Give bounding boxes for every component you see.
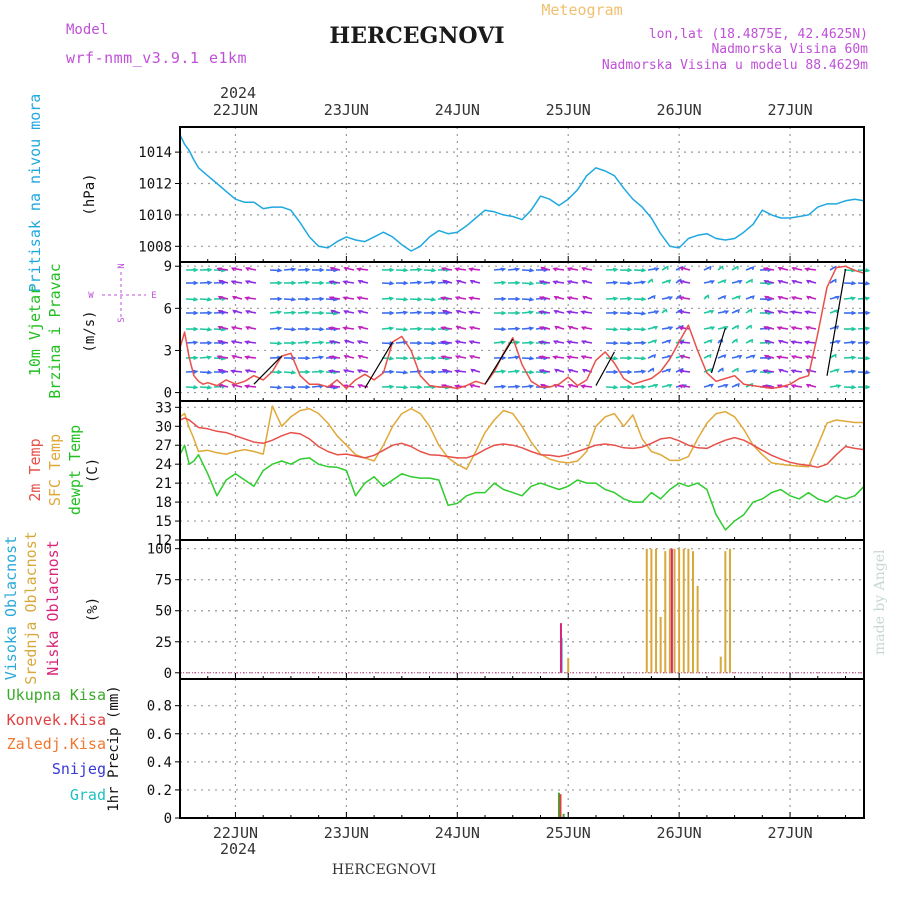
y-tick-label: 21	[155, 476, 172, 492]
panels: 1008 1010 1012 1014 (hPa) Pritisak na nivou m…	[2, 94, 869, 827]
y-tick-label: 18	[155, 495, 172, 511]
pressure-axis-title-0: Pritisak na nivou mora	[26, 94, 44, 293]
temp-axis-title-2: dewpt Temp	[66, 425, 84, 515]
y-tick-label: 9	[164, 259, 172, 275]
y-tick-label: 50	[155, 604, 172, 620]
compass-n-label: N	[117, 263, 127, 268]
y-axis-unit: (hPa)	[82, 173, 98, 215]
y-tick-label: 1014	[138, 145, 172, 161]
wind-arrow-field	[186, 267, 869, 389]
date-label-bottom: 27JUN	[767, 824, 812, 842]
wind-compass: W E N S	[88, 263, 156, 322]
model-elevation-label: Nadmorska Visina u modelu 88.4629m	[602, 58, 868, 73]
panel-frame	[180, 127, 864, 262]
gust-segment	[365, 342, 393, 388]
date-label-bottom: 26JUN	[657, 824, 702, 842]
compass-s-label: S	[117, 317, 127, 322]
cloud-axis-title-0: Visoka Oblacnost	[2, 536, 20, 681]
page-title: HERCEGNOVI	[329, 23, 504, 49]
panel-frame	[180, 401, 864, 540]
wind-axis-title-1: Brzina i Pravac	[46, 263, 64, 398]
y-tick-label: 75	[155, 573, 172, 589]
elevation-label: Nadmorska Visina 60m	[711, 42, 868, 57]
date-label-top: 27JUN	[767, 101, 812, 119]
y-tick-label: 6	[164, 301, 172, 317]
y-tick-label: 25	[155, 635, 172, 651]
date-label-top: 22JUN	[213, 101, 258, 119]
y-tick-label: 24	[155, 457, 172, 473]
y-axis-unit: (%)	[85, 597, 101, 622]
model-name: wrf-nmm_v3.9.1 e1km	[66, 49, 247, 67]
y-tick-label: 0.2	[147, 783, 172, 799]
compass-e-label: E	[151, 291, 156, 301]
cloud-axis-title-1: Srednja Oblacnost	[22, 531, 40, 685]
y-tick-label: 0.8	[147, 699, 172, 715]
temp-axis-title-0: 2m Temp	[26, 438, 44, 501]
wind-speed-line	[180, 266, 864, 388]
model-label: Model	[66, 22, 108, 38]
date-label-bottom: 25JUN	[546, 824, 591, 842]
temp-axis-title-1: SFC Temp	[46, 434, 64, 506]
precip-legend-1: Konvek.Kisa	[7, 711, 106, 729]
y-tick-label: 33	[155, 400, 172, 416]
y-tick-label: 3	[164, 343, 172, 359]
top-date-axis: 22JUN 23JUN 24JUN 25JUN 26JUN 27JUN	[213, 101, 813, 119]
y-axis-unit: 1hr Precip (mm)	[106, 685, 122, 811]
y-tick-label: 100	[147, 542, 172, 558]
y-tick-label: 0.4	[147, 755, 172, 771]
dewpoint-line	[180, 445, 864, 530]
precip-legend-4: Grad	[70, 786, 106, 804]
y-tick-label: 0.6	[147, 727, 172, 743]
precip-legend-2: Zaledj.Kisa	[7, 735, 106, 753]
date-label-bottom: 22JUN	[213, 824, 258, 842]
y-tick-label: 0	[164, 386, 172, 402]
wind-axis-title-0: 10m Vjetar	[26, 286, 44, 376]
precip-legend-0: Ukupna Kisa	[7, 686, 106, 704]
date-label-top: 25JUN	[546, 101, 591, 119]
chart-subtitle: Meteogram	[541, 1, 622, 19]
sfc-temp-line	[180, 406, 864, 469]
panel-precip: 0 0.2 0.4 0.6 0.8 1hr Precip (mm)Ukupna Kisa K…	[7, 679, 864, 827]
bottom-date-axis: 22JUN 23JUN 24JUN 25JUN 26JUN 27JUN	[213, 824, 813, 842]
y-axis-unit: (m/s)	[82, 310, 98, 352]
date-label-top: 23JUN	[324, 101, 369, 119]
year-bottom: 2024	[220, 840, 256, 858]
compass-w-label: W	[88, 291, 94, 301]
gust-segment	[254, 356, 282, 384]
y-tick-label: 27	[155, 438, 172, 454]
y-tick-label: 0	[164, 666, 172, 682]
coords-label: lon,lat (18.4875E, 42.4625N)	[649, 27, 868, 42]
precip-legend-3: Snijeg	[52, 760, 106, 778]
y-tick-label: 1012	[138, 177, 172, 193]
y-axis-unit: (C)	[85, 458, 101, 483]
date-label-top: 26JUN	[657, 101, 702, 119]
date-label-top: 24JUN	[435, 101, 480, 119]
y-tick-label: 1010	[138, 208, 172, 224]
cloud-axis-title-2: Niska Oblacnost	[44, 540, 62, 675]
gust-segment	[827, 269, 845, 376]
panel-frame	[180, 679, 864, 818]
y-tick-label: 30	[155, 419, 172, 435]
footer-title: HERCEGNOVI	[332, 862, 436, 878]
panel-frame	[180, 540, 864, 679]
header: Model wrf-nmm_v3.9.1 e1km HERCEGNOVI Met…	[66, 1, 888, 878]
credit-watermark: made by Angel	[872, 549, 888, 655]
date-label-bottom: 23JUN	[324, 824, 369, 842]
y-tick-label: 0	[164, 811, 172, 827]
y-tick-label: 1008	[138, 239, 172, 255]
gust-segment	[485, 339, 513, 384]
year-top: 2024	[220, 84, 256, 102]
date-label-bottom: 24JUN	[435, 824, 480, 842]
y-tick-label: 15	[155, 514, 172, 530]
